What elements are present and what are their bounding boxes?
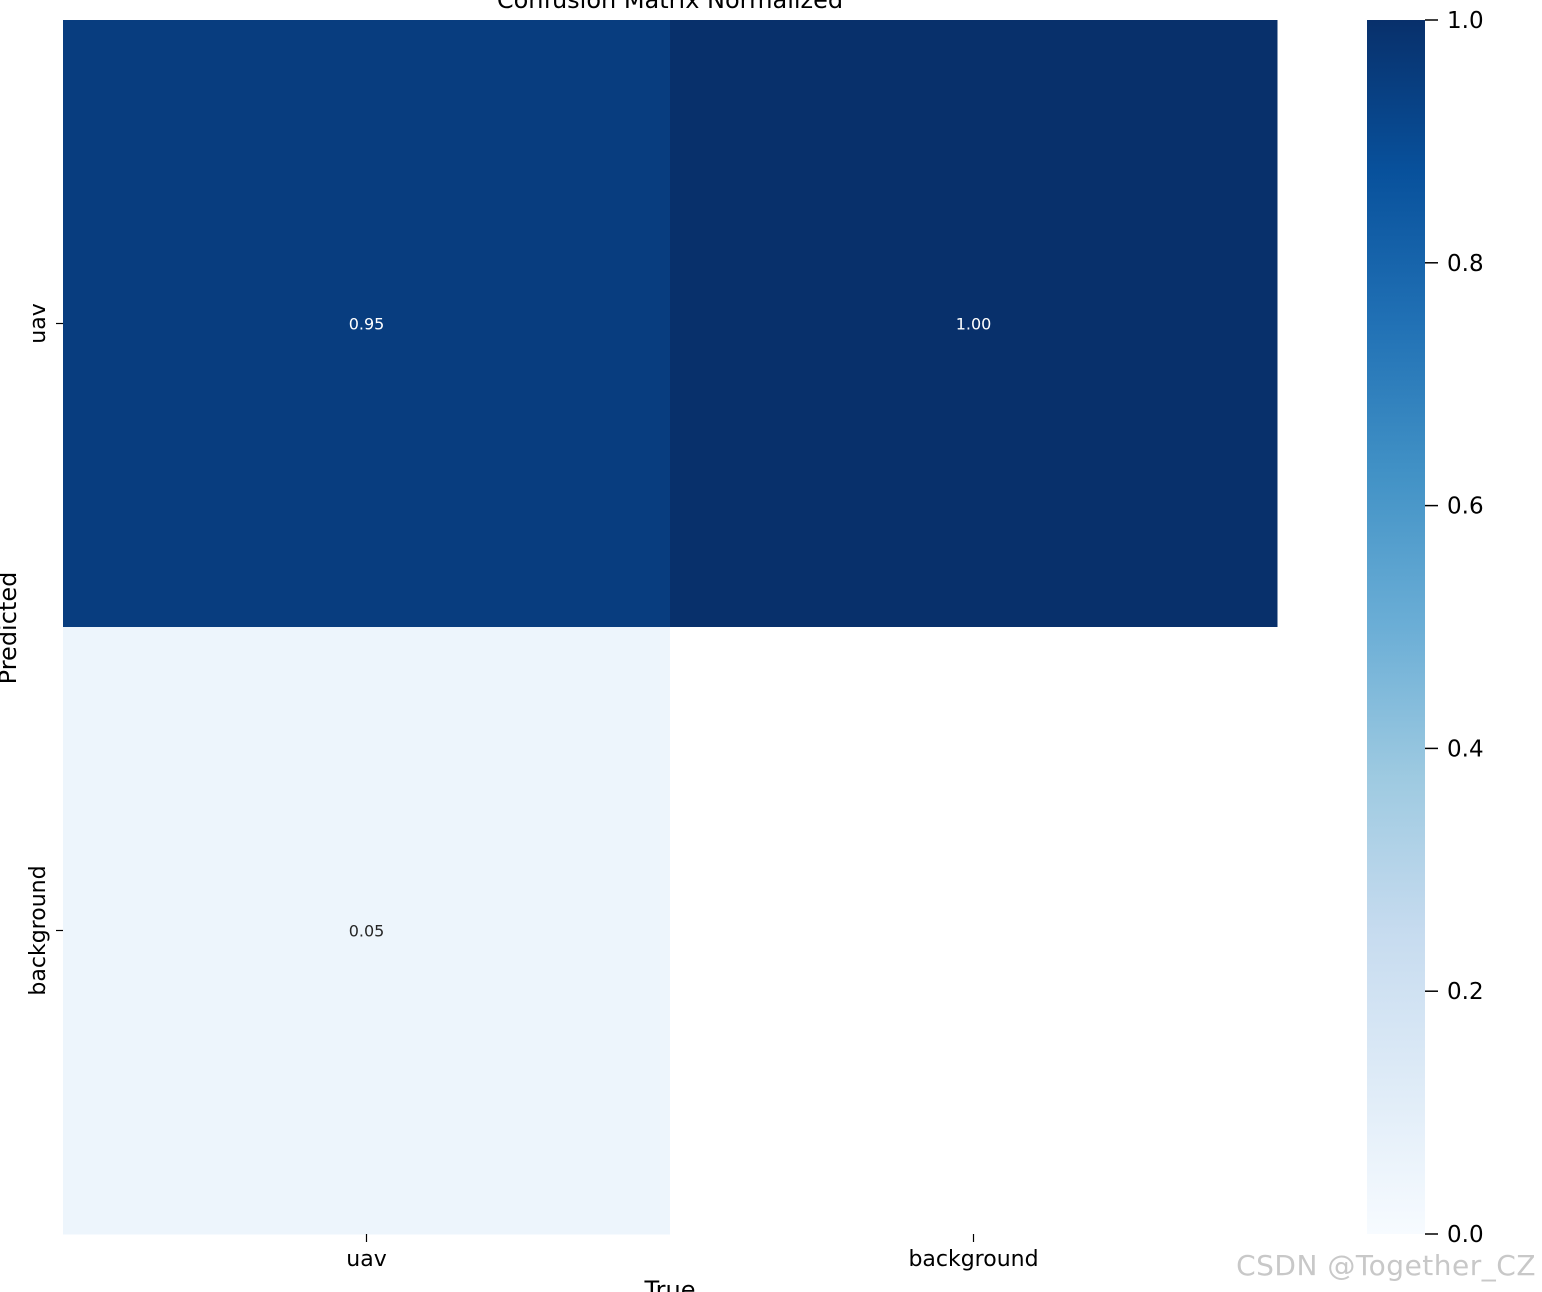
x-tick-label: background <box>908 1247 1038 1272</box>
colorbar-ticks: 0.0 0.2 0.4 0.6 0.8 1.0 <box>1425 8 1484 1248</box>
colorbar-tick-label: 1.0 <box>1447 8 1484 34</box>
heatmap-cell-labels: 0.95 1.00 0.05 <box>349 315 992 941</box>
y-tick-label: background <box>26 865 51 995</box>
heatmap-cells <box>63 20 1278 1235</box>
cell-value-label: 0.95 <box>349 315 385 334</box>
colorbar-tick-label: 0.6 <box>1447 494 1484 520</box>
colorbar-tick-label: 0.8 <box>1447 251 1484 277</box>
heatmap-cell <box>63 20 671 628</box>
x-axis: uav background <box>346 1234 1039 1272</box>
colorbar-tick-label: 0.2 <box>1447 979 1484 1005</box>
colorbar-tick-label: 0.4 <box>1447 736 1484 762</box>
heatmap-cell <box>670 20 1278 628</box>
y-tick-label: uav <box>26 303 51 343</box>
colorbar-tick-label: 0.0 <box>1447 1222 1484 1248</box>
colorbar <box>1367 20 1425 1234</box>
heatmap-cell <box>670 627 1278 1235</box>
cell-value-label: 0.05 <box>349 922 385 941</box>
watermark: CSDN @Together_CZ <box>1236 1249 1536 1282</box>
x-tick-label: uav <box>346 1247 386 1272</box>
cell-value-label: 1.00 <box>956 315 992 334</box>
chart-title: Confusion Matrix Normalized <box>497 0 843 14</box>
y-axis-label: Predicted <box>0 572 22 685</box>
y-axis: uav background <box>26 303 63 996</box>
heatmap-cell <box>63 627 671 1235</box>
x-axis-label: True <box>644 1276 696 1292</box>
